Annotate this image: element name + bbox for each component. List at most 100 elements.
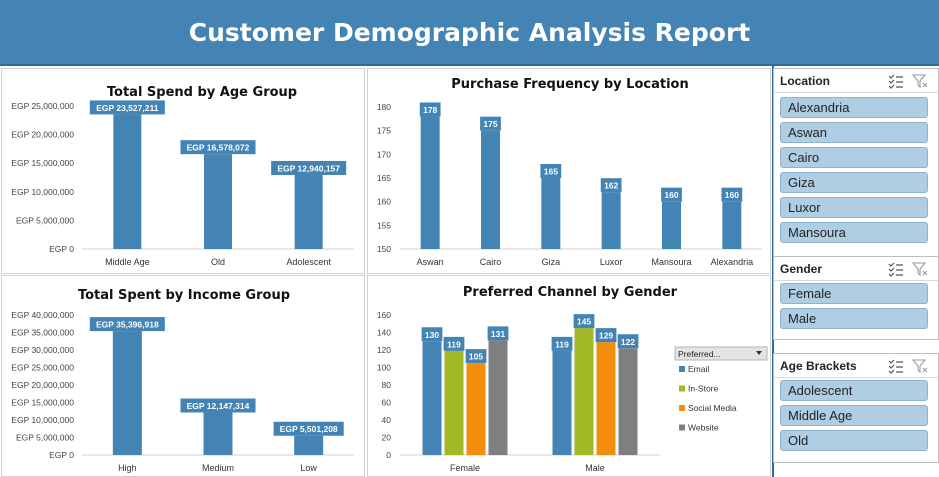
slicer-item-alexandria[interactable]: Alexandria: [780, 97, 928, 118]
data-label-bg: [443, 336, 465, 351]
legend-label: In-Store: [688, 384, 719, 394]
x-tick-label: Alexandria: [711, 257, 754, 267]
y-tick-label: EGP 35,000,000: [11, 328, 74, 338]
data-label: 119: [447, 339, 461, 349]
legend-swatch: [679, 405, 685, 411]
data-label: 130: [425, 330, 439, 340]
bar: [204, 154, 232, 249]
data-label-bg: [573, 314, 595, 329]
x-tick-label: Luxor: [600, 257, 623, 267]
bar: [722, 201, 742, 249]
clear-filter-icon[interactable]: [912, 73, 928, 89]
y-tick-label: 120: [377, 345, 391, 355]
data-label-bg: [551, 336, 573, 351]
multi-select-icon[interactable]: [888, 261, 904, 277]
multi-select-icon[interactable]: [888, 358, 904, 374]
slicer-item-luxor[interactable]: Luxor: [780, 197, 928, 218]
data-label-bg: [89, 100, 165, 115]
data-label: EGP 35,396,918: [96, 320, 159, 330]
data-label: 160: [725, 190, 739, 200]
slicer-item-female[interactable]: Female: [780, 283, 928, 304]
bar: [618, 348, 638, 455]
data-label-bg: [465, 349, 487, 364]
data-label-bg: [273, 421, 344, 436]
data-label: 122: [621, 337, 635, 347]
y-tick-label: EGP 20,000,000: [11, 130, 74, 140]
y-tick-label: EGP 10,000,000: [11, 187, 74, 197]
y-tick-label: EGP 0: [49, 244, 74, 254]
slicer-age-brackets: Age Brackets Adolescent Middle Age Old: [773, 353, 939, 463]
chart-panel-income[interactable]: Total Spent by Income Group EGP 0 EGP 5,00…: [1, 275, 365, 477]
slicer-item-giza[interactable]: Giza: [780, 172, 928, 193]
data-label: 165: [544, 167, 558, 177]
y-tick-label: EGP 30,000,000: [11, 345, 74, 355]
bar: [113, 114, 142, 250]
bar: [444, 350, 464, 455]
bar: [488, 340, 508, 455]
data-label-bg: [421, 327, 443, 342]
chart-title: Preferred Channel by Gender: [463, 285, 678, 300]
slicer-title: Gender: [780, 262, 823, 276]
data-label: 129: [599, 331, 613, 341]
chart-title: Total Spent by Income Group: [78, 288, 290, 303]
dropdown-arrow-icon: [756, 351, 762, 355]
x-tick-label: Aswan: [417, 257, 444, 267]
slicer-item-middle-age[interactable]: Middle Age: [780, 405, 928, 426]
slicer-item-mansoura[interactable]: Mansoura: [780, 222, 928, 243]
data-label: 131: [491, 329, 505, 339]
data-label: EGP 12,147,314: [187, 401, 250, 411]
chart-panel-channel[interactable]: Preferred Channel by Gender 0 20 40 60 80 100 1…: [367, 275, 771, 477]
legend-label: Email: [688, 364, 709, 374]
y-tick-label: EGP 40,000,000: [11, 310, 74, 320]
x-tick-label: Low: [300, 463, 317, 473]
chart-income-svg: Total Spent by Income Group EGP 0 EGP 5,00…: [11, 288, 354, 473]
slicer-item-cairo[interactable]: Cairo: [780, 147, 928, 168]
x-tick-label: High: [118, 463, 137, 473]
data-label-bg: [487, 326, 509, 341]
y-tick-label: 165: [377, 173, 391, 183]
legend-filter-button: [674, 346, 768, 361]
bar: [294, 174, 323, 249]
slicer-item-aswan[interactable]: Aswan: [780, 122, 928, 143]
clear-filter-icon[interactable]: [912, 358, 928, 374]
legend-swatch: [679, 366, 685, 372]
slicer-item-old[interactable]: Old: [780, 430, 928, 451]
legend-filter-label: Preferred...: [678, 349, 721, 359]
y-tick-label: EGP 10,000,000: [11, 415, 74, 425]
chart-panel-location[interactable]: Purchase Frequency by Location 150 155 160 1…: [367, 68, 771, 274]
bar: [662, 201, 681, 249]
y-tick-label: EGP 15,000,000: [11, 158, 74, 168]
data-label-bg: [721, 187, 743, 202]
slicer-item-male[interactable]: Male: [780, 308, 928, 329]
y-tick-label: EGP 5,000,000: [16, 433, 74, 443]
y-tick-label: 100: [377, 363, 391, 373]
data-label: 160: [664, 190, 678, 200]
data-label: 162: [604, 181, 618, 191]
bar: [466, 363, 486, 455]
data-label: 145: [577, 317, 591, 327]
legend-swatch: [679, 385, 685, 392]
legend-label: Social Media: [688, 403, 737, 413]
data-label-bg: [271, 160, 347, 175]
bar: [294, 435, 324, 455]
clear-filter-icon[interactable]: [912, 261, 928, 277]
y-tick-label: 20: [382, 433, 392, 443]
chart-panel-age[interactable]: Total Spend by Age Group EGP 0 EGP 5,000,0…: [1, 68, 365, 274]
data-label: EGP 16,578,072: [187, 143, 250, 153]
data-label: EGP 5,501,208: [280, 424, 338, 434]
data-label-bg: [419, 102, 441, 117]
bar: [552, 350, 572, 455]
y-tick-label: 170: [377, 149, 391, 159]
x-tick-label: Adolescent: [286, 257, 331, 267]
y-tick-label: EGP 5,000,000: [16, 215, 74, 225]
bar: [420, 116, 440, 249]
y-tick-label: 150: [377, 244, 391, 254]
slicer-item-adolescent[interactable]: Adolescent: [780, 380, 928, 401]
y-tick-label: EGP 25,000,000: [11, 101, 74, 111]
slicer-header: Gender: [774, 257, 938, 281]
bar: [601, 192, 621, 249]
data-label: 178: [423, 105, 437, 115]
x-tick-label: Middle Age: [105, 257, 150, 267]
multi-select-icon[interactable]: [888, 73, 904, 89]
x-tick-label: Cairo: [480, 257, 502, 267]
